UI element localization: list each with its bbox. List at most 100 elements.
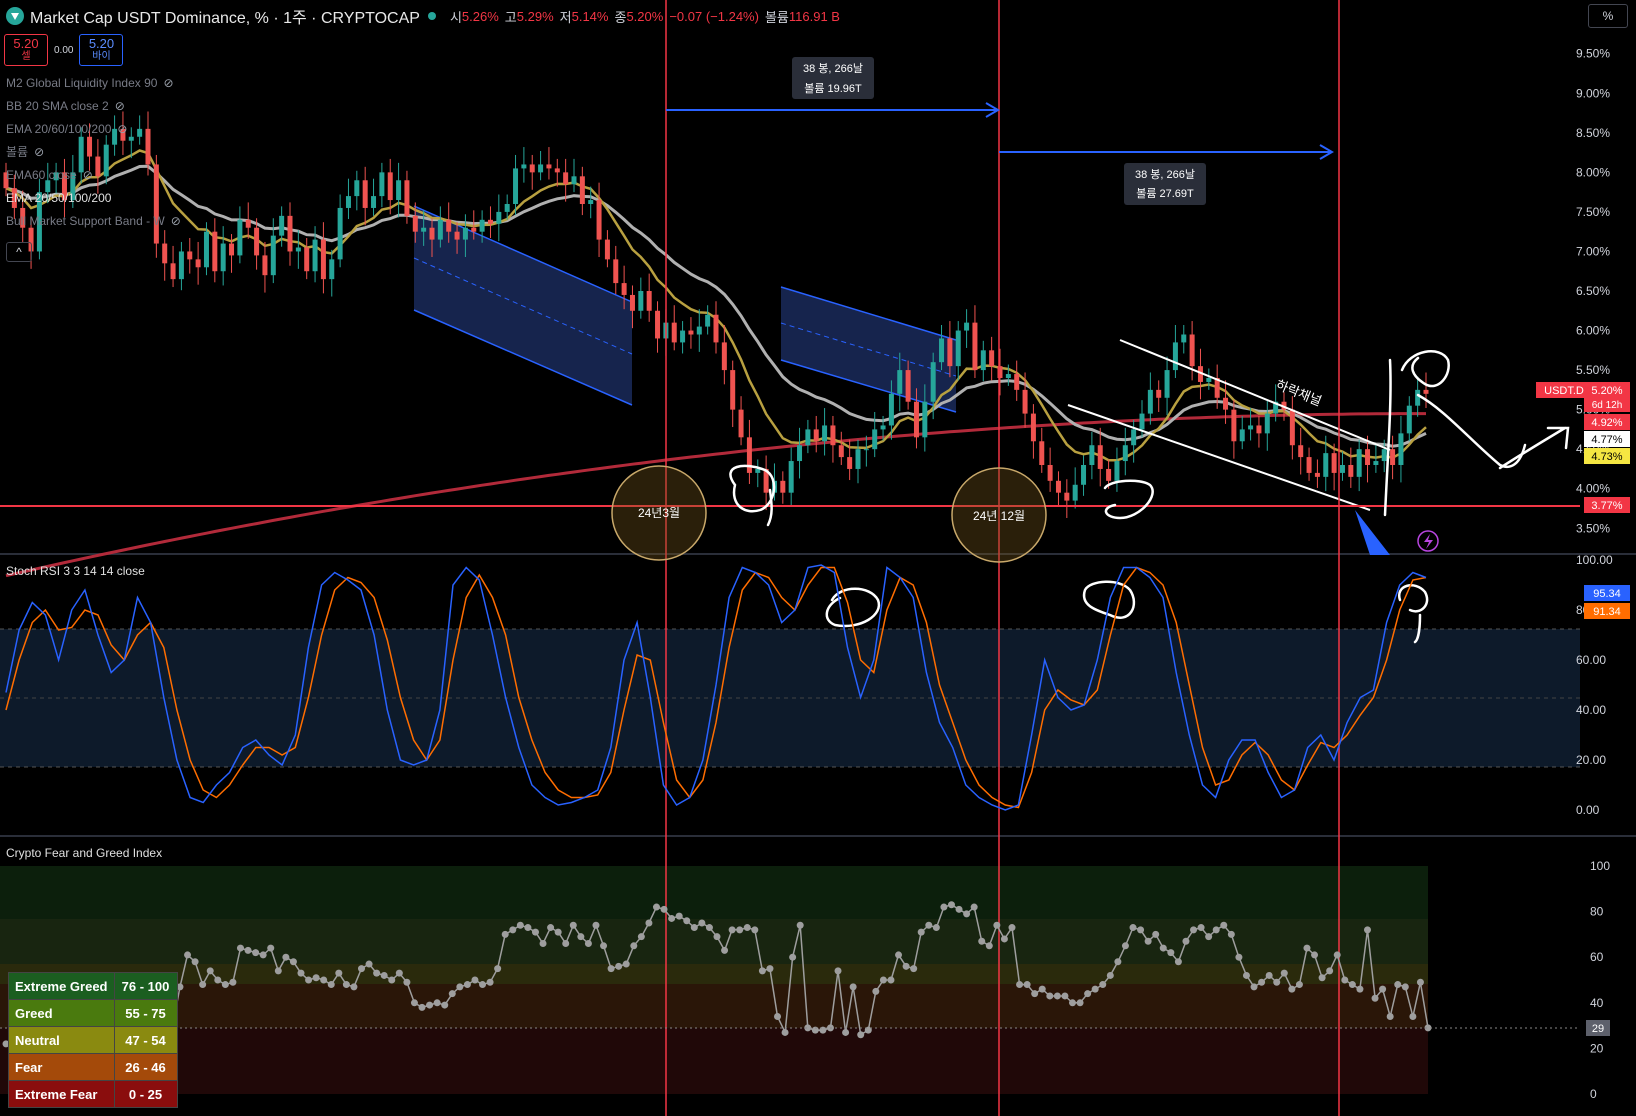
bottom-circle-1[interactable]: 24년3월 (611, 465, 707, 561)
hand-down-stroke (1383, 358, 1392, 517)
candle-body (880, 425, 886, 430)
candle-body (1147, 389, 1153, 414)
stoch-title[interactable]: Stoch RSI 3 3 14 14 close (6, 564, 145, 578)
fng-legend-row: Extreme Greed 76 - 100 (8, 972, 178, 1000)
fng-legend-range: 47 - 54 (113, 1026, 178, 1054)
candle-body (721, 342, 727, 371)
candle-body (596, 200, 602, 240)
candle-body (404, 180, 410, 216)
fng-point (1174, 958, 1182, 966)
fng-point (978, 937, 986, 945)
date-range-arrow-2[interactable] (999, 144, 1334, 160)
fng-point (418, 1003, 426, 1011)
candle-body (1181, 334, 1187, 343)
candles[interactable] (3, 111, 1429, 518)
fng-point (539, 940, 547, 948)
buy-button[interactable]: 5.20 바이 (79, 34, 124, 66)
sell-button[interactable]: 5.20 셀 (4, 34, 48, 66)
fng-point (509, 926, 517, 934)
candle-body (362, 180, 368, 208)
fng-legend-range: 0 - 25 (113, 1080, 178, 1108)
buy-price: 5.20 (88, 36, 115, 51)
fng-point (1053, 992, 1061, 1000)
candle-body (195, 259, 201, 268)
eye-off-icon[interactable]: ⊘ (82, 168, 93, 182)
price-tags[interactable]: USDT.D 5.20% 6d 12h 4.92% 4.77% 4.73% 3.… (1536, 382, 1630, 1036)
fng-axis[interactable]: 100 80 60 40 20 0 (1590, 859, 1610, 1101)
indicator-volume[interactable]: 볼륨 ⊘ (6, 141, 181, 164)
eye-off-icon[interactable]: ⊘ (117, 122, 128, 136)
candle-body (680, 330, 686, 343)
eye-off-icon[interactable]: ⊘ (170, 214, 181, 228)
date-range-arrow-1[interactable] (666, 102, 1000, 118)
volume-label: 볼륨 (764, 9, 789, 25)
fng-point (236, 944, 244, 952)
fng-point (698, 919, 706, 927)
candle-body (504, 204, 510, 212)
hand-drawings[interactable] (729, 350, 1570, 644)
fng-point (1091, 985, 1099, 993)
candle-body (312, 239, 318, 272)
fng-point (426, 1001, 434, 1009)
indicator-ema-2-label: EMA 20/50/100/200 (6, 191, 112, 205)
fng-point (1379, 985, 1387, 993)
range-info-box-2[interactable]: 38 봉, 266날 볼륨 27.69T (1124, 163, 1206, 205)
fng-point (1016, 981, 1024, 989)
fng-point (811, 1026, 819, 1034)
candle-body (546, 164, 552, 169)
ema-100-path (5, 164, 1427, 448)
fng-point (282, 953, 290, 961)
indicator-ema-2[interactable]: EMA 20/50/100/200 (6, 187, 181, 210)
percent-scale-button[interactable]: % (1588, 4, 1628, 28)
stoch-d-line[interactable] (5, 566, 1427, 809)
eye-off-icon[interactable]: ⊘ (34, 145, 45, 159)
candle-body (629, 294, 635, 311)
range-info-box-1[interactable]: 38 봉, 266날 볼륨 19.96T (792, 57, 874, 99)
fng-line[interactable] (2, 901, 1432, 1048)
ema-200-line[interactable] (5, 412, 1426, 578)
symbol-title[interactable]: Market Cap USDT Dominance, % · 1주 · CRYP… (30, 10, 420, 27)
fng-point (289, 958, 297, 966)
candle-body (1398, 433, 1404, 465)
indicator-ema-1[interactable]: EMA 20/60/100/200 ⊘ (6, 118, 181, 141)
ema-100-line[interactable] (5, 164, 1427, 448)
bottom-circle-2[interactable]: 24년 12월 (951, 467, 1047, 563)
candle-body (780, 480, 786, 493)
fng-point (1046, 992, 1054, 1000)
indicator-bull-band[interactable]: Bull Market Support Band - W ⊘ (6, 210, 181, 233)
collapse-indicators-button[interactable]: ^ (6, 242, 32, 262)
low-label: 저 (559, 9, 572, 25)
symbol-tag: USDT.D (1544, 385, 1584, 397)
eye-off-icon[interactable]: ⊘ (114, 99, 125, 113)
candle-body (170, 263, 176, 280)
stoch-k-line[interactable] (5, 564, 1427, 811)
fng-point (1212, 926, 1220, 934)
fng-point (531, 928, 539, 936)
indicator-list: M2 Global Liquidity Index 90 ⊘ BB 20 SMA … (6, 72, 181, 233)
indicator-ema60[interactable]: EMA60 close ⊘ (6, 164, 181, 187)
candle-body (638, 291, 644, 311)
indicator-m2[interactable]: M2 Global Liquidity Index 90 ⊘ (6, 72, 181, 95)
candle-body (838, 445, 844, 458)
descending-channel-drawing[interactable] (1067, 339, 1391, 511)
range-box-1-line1: 38 봉, 266날 (803, 62, 863, 75)
fng-point (1227, 930, 1235, 938)
eye-off-icon[interactable]: ⊘ (163, 76, 174, 90)
candle-body (387, 172, 393, 201)
fng-point (713, 933, 721, 941)
candle-body (730, 370, 736, 410)
fng-point (1311, 951, 1319, 959)
fng-point (781, 1028, 789, 1036)
stoch-d-tag: 91.34 (1593, 606, 1621, 618)
indicator-bb[interactable]: BB 20 SMA close 2 ⊘ (6, 95, 181, 118)
fng-point (569, 921, 577, 929)
alert-lightning-icon[interactable] (1417, 530, 1439, 552)
fng-point (562, 940, 570, 948)
candle-body (229, 243, 235, 256)
fng-title[interactable]: Crypto Fear and Greed Index (6, 846, 163, 860)
fng-point (993, 921, 1001, 929)
fng-point (191, 958, 199, 966)
fng-point (312, 974, 320, 982)
